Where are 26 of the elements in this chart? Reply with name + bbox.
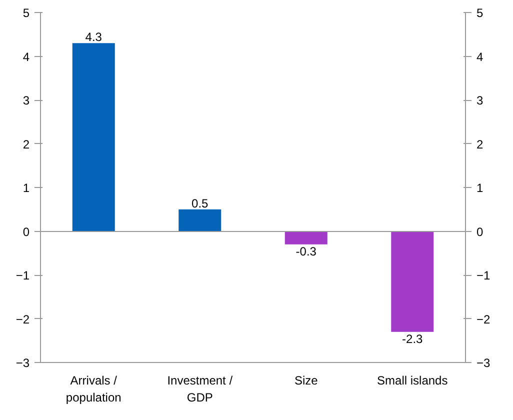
data-label: 4.3: [85, 30, 102, 44]
x-tick-label: Small islands: [377, 374, 448, 388]
y2-tick-label: 1: [476, 181, 484, 195]
y-tick-label: −1: [16, 268, 30, 282]
y-tick-label: 5: [22, 6, 30, 20]
y-tick-label: 0: [22, 224, 30, 239]
y2-tick-label: −3: [476, 356, 491, 370]
data-label: 0.5: [192, 196, 209, 210]
y2-tick-label: −1: [476, 268, 491, 282]
y2-tick-label: 3: [476, 94, 484, 108]
y2-tick-label: −2: [476, 312, 491, 326]
y-tick-label: 2: [22, 137, 30, 152]
data-label: -0.3: [296, 244, 317, 258]
y2-tick-label: 2: [476, 137, 484, 152]
y2-tick-label: 5: [476, 6, 484, 20]
x-tick-label: Size: [294, 374, 318, 388]
x-tick-label: Investment / GDP: [167, 374, 234, 404]
y-tick-label: 1: [22, 181, 30, 195]
y2-tick-label: 4: [476, 50, 484, 64]
y-tick-label: −2: [16, 312, 30, 326]
y2-tick-label: 0: [476, 224, 484, 239]
y-tick-label: 4: [22, 50, 30, 64]
x-tick-label: Arrivals / population: [66, 374, 122, 404]
data-label: -2.3: [402, 332, 424, 346]
y-tick-label: −3: [16, 356, 30, 370]
y-tick-label: 3: [22, 94, 30, 108]
